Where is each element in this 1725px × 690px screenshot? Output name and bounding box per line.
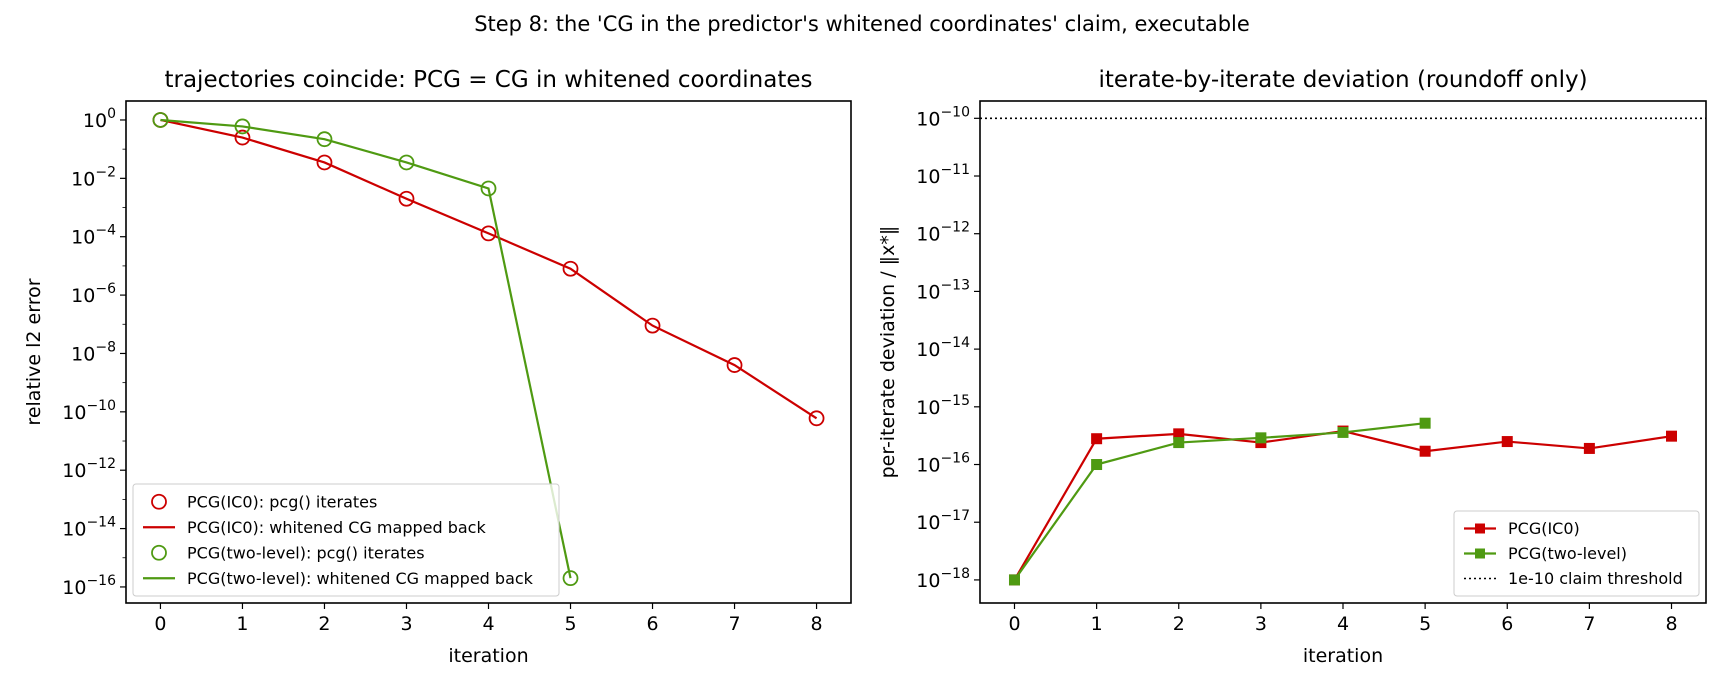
data-point-square (1091, 433, 1103, 445)
right-legend: PCG(IC0) PCG(two-level) 1e-10 claim thresh… (1453, 510, 1700, 597)
data-point-circle (480, 180, 497, 197)
data-point-square (1173, 437, 1185, 449)
data-point-circle (398, 190, 415, 207)
series-line-1 (160, 118, 818, 420)
right-ticks: 0 1 2 3 4 5 6 7 8 10−10 10−11 10−12 10−13 10−14 10−15 1… (916, 104, 1677, 635)
data-point-square (1255, 432, 1267, 444)
y-tick-label: 10−12 (916, 220, 970, 246)
data-point-square (1008, 574, 1020, 586)
y-tick-label: 10−11 (916, 162, 970, 188)
x-tick-label: 8 (811, 613, 823, 635)
data-point-circle (726, 357, 743, 373)
legend-entry-label: PCG(IC0): pcg() iterates (187, 492, 377, 511)
x-tick-label: 7 (728, 613, 740, 635)
deviation-chart: iterate-by-iterate deviation (roundoff o… (877, 67, 1707, 667)
legend-box (132, 483, 560, 597)
legend-handle-marker (1475, 548, 1485, 559)
data-point-circle (562, 570, 579, 587)
left-y-axis-label: relative l2 error (23, 278, 45, 425)
data-point-square (1583, 442, 1595, 454)
data-point-square (1419, 417, 1431, 429)
data-point-circle (234, 129, 251, 146)
data-point-square (1501, 436, 1513, 448)
right-plot-area (980, 117, 1706, 586)
left-axes-frame (125, 100, 852, 604)
left-x-axis-label: iteration (448, 645, 528, 667)
series-line-3 (160, 118, 572, 579)
error-trajectory-chart: trajectories coincide: PCG = CG in white… (23, 67, 852, 667)
y-tick-label: 10−16 (916, 451, 970, 477)
x-tick-label: 4 (1337, 613, 1349, 635)
data-point-circle (480, 225, 497, 242)
legend-entry-label: PCG(two-level) (1508, 544, 1627, 563)
y-tick-label: 10−8 (71, 339, 116, 365)
legend-handle (151, 544, 167, 561)
figure-suptitle: Step 8: the 'CG in the predictor's white… (474, 12, 1250, 36)
y-tick-label: 10−10 (62, 398, 116, 424)
x-tick-label: 0 (1008, 613, 1020, 635)
legend-entry-label: PCG(IC0): whitened CG mapped back (187, 518, 486, 537)
data-point-circle (398, 154, 415, 171)
x-tick-label: 1 (1091, 613, 1103, 635)
series-line-1 (1013, 422, 1426, 581)
x-tick-label: 7 (1583, 613, 1595, 635)
right-y-axis-label: per-iterate deviation / ‖x*‖ (877, 226, 899, 479)
right-chart-title: iterate-by-iterate deviation (roundoff o… (1098, 67, 1587, 93)
legend-entry-label: 1e-10 claim threshold (1508, 569, 1683, 588)
left-chart-title: trajectories coincide: PCG = CG in white… (164, 67, 812, 93)
legend-handle-marker (1475, 523, 1485, 534)
y-tick-label: 10−15 (916, 393, 970, 419)
x-tick-label: 4 (482, 613, 494, 635)
y-tick-label: 10−18 (916, 566, 970, 592)
x-tick-label: 6 (1501, 613, 1513, 635)
y-tick-label: 10−12 (62, 456, 116, 482)
y-tick-label: 10−4 (71, 223, 116, 249)
data-point-square (1419, 445, 1431, 457)
data-point-circle (316, 154, 333, 171)
x-tick-label: 5 (1419, 613, 1431, 635)
legend-entry-label: PCG(two-level): pcg() iterates (187, 543, 425, 562)
x-tick-label: 6 (646, 613, 658, 635)
x-tick-label: 2 (318, 613, 330, 635)
left-legend: PCG(IC0): pcg() iterates PCG(IC0): whiten… (132, 483, 560, 597)
right-axes-frame (979, 100, 1707, 604)
legend-box (1453, 510, 1700, 597)
y-tick-label: 10−17 (916, 508, 970, 534)
x-tick-label: 3 (400, 613, 412, 635)
left-plot-area (152, 112, 825, 587)
y-tick-label: 10−14 (62, 515, 116, 541)
data-point-circle (808, 410, 825, 427)
data-point-square (1337, 426, 1349, 438)
right-x-axis-label: iteration (1303, 645, 1383, 667)
y-tick-label: 10−2 (71, 164, 116, 190)
data-point-square (1091, 459, 1103, 471)
y-tick-label: 10−14 (916, 335, 970, 361)
x-tick-label: 3 (1255, 613, 1267, 635)
data-point-circle (562, 260, 579, 277)
y-tick-label: 10−10 (916, 104, 970, 130)
x-tick-label: 8 (1665, 613, 1677, 635)
legend-entry-label: PCG(IC0) (1508, 519, 1580, 538)
x-tick-label: 5 (564, 613, 576, 635)
legend-entry-label: PCG(two-level): whitened CG mapped back (187, 569, 534, 588)
y-tick-label: 100 (83, 106, 116, 132)
x-tick-label: 1 (236, 613, 248, 635)
y-tick-label: 10−6 (71, 281, 116, 307)
x-tick-label: 0 (154, 613, 166, 635)
legend-handle (151, 493, 167, 510)
data-point-circle (644, 317, 661, 334)
y-tick-label: 10−16 (62, 573, 116, 599)
data-point-square (1666, 430, 1678, 442)
y-tick-label: 10−13 (916, 277, 970, 303)
x-tick-label: 2 (1173, 613, 1185, 635)
left-ticks: 0 1 2 3 4 5 6 7 8 100 10−2 10−4 10−6 10−8 10−10 10−12 10… (62, 106, 822, 635)
